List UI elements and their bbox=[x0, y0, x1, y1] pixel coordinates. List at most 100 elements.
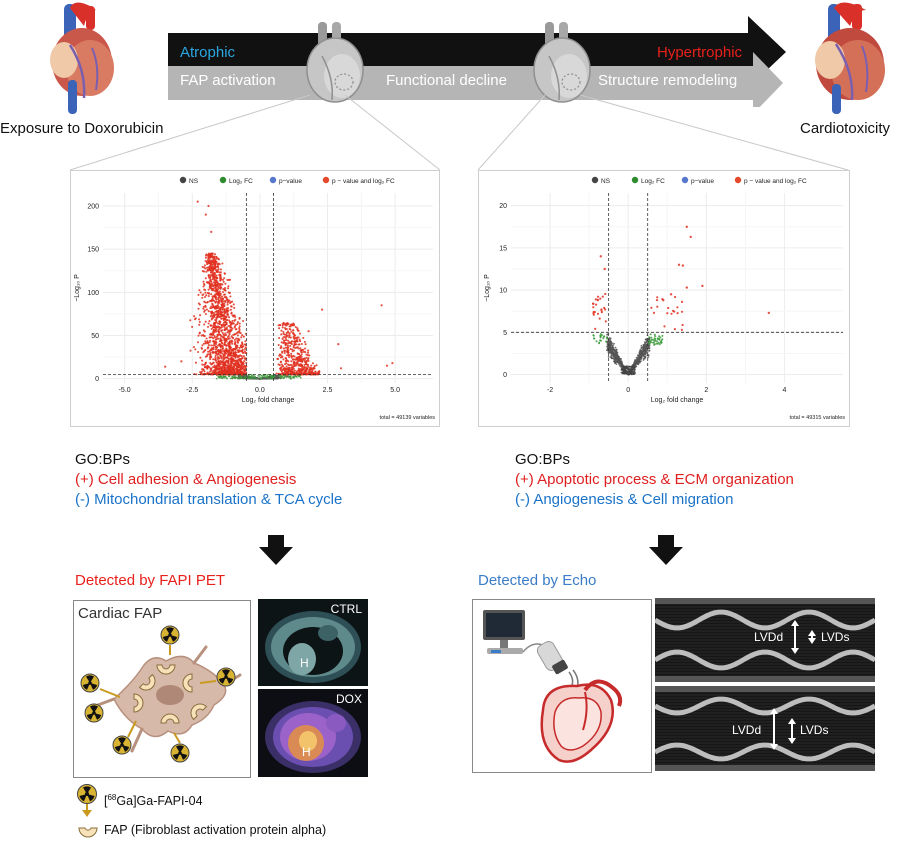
legend-label: NS bbox=[601, 178, 611, 185]
data-point bbox=[213, 341, 216, 344]
data-point bbox=[606, 333, 608, 336]
data-point bbox=[213, 366, 216, 369]
data-point bbox=[243, 347, 247, 350]
data-point bbox=[216, 313, 219, 316]
data-point bbox=[210, 293, 213, 296]
data-point bbox=[238, 325, 241, 328]
pet-image-dox: DOX H bbox=[258, 689, 368, 777]
data-point bbox=[225, 369, 228, 372]
data-point bbox=[210, 324, 213, 327]
data-point bbox=[232, 351, 235, 354]
data-point bbox=[204, 267, 207, 270]
echo-label-lvds: LVDs bbox=[821, 630, 850, 644]
data-point bbox=[210, 369, 213, 372]
data-point bbox=[295, 376, 298, 378]
data-point bbox=[284, 367, 287, 370]
data-point bbox=[205, 270, 208, 273]
data-point bbox=[287, 360, 290, 363]
go-terms-right: GO:BPs (+) Apoptotic process & ECM organ… bbox=[515, 450, 794, 510]
data-point bbox=[609, 339, 612, 342]
data-point bbox=[219, 283, 222, 286]
data-point bbox=[663, 325, 666, 328]
data-point bbox=[211, 263, 214, 266]
data-point bbox=[650, 306, 653, 309]
data-point bbox=[305, 366, 308, 369]
data-point bbox=[243, 364, 246, 367]
data-point bbox=[236, 341, 240, 344]
data-point bbox=[615, 348, 618, 351]
data-point bbox=[658, 338, 661, 341]
data-point bbox=[218, 323, 221, 326]
data-point bbox=[209, 264, 212, 267]
data-point bbox=[220, 356, 223, 359]
data-point bbox=[225, 352, 228, 355]
data-point bbox=[260, 377, 263, 380]
data-point bbox=[305, 363, 308, 366]
data-point bbox=[305, 353, 308, 356]
data-point bbox=[217, 371, 220, 374]
data-point bbox=[191, 325, 194, 328]
data-point bbox=[227, 342, 230, 345]
data-point bbox=[209, 336, 212, 339]
data-point bbox=[213, 256, 216, 259]
data-point bbox=[605, 336, 608, 339]
data-point bbox=[647, 356, 649, 359]
data-point bbox=[223, 272, 226, 275]
data-point bbox=[311, 362, 314, 365]
data-point bbox=[208, 276, 211, 279]
data-point bbox=[235, 337, 238, 340]
data-point bbox=[211, 272, 215, 275]
data-point bbox=[300, 342, 303, 346]
data-point bbox=[279, 361, 282, 364]
detected-by-echo-title: Detected by Echo bbox=[478, 572, 597, 589]
data-point bbox=[212, 287, 215, 290]
data-point bbox=[220, 324, 224, 327]
data-point bbox=[212, 324, 215, 327]
data-point bbox=[211, 261, 214, 264]
data-point bbox=[223, 342, 226, 345]
data-point bbox=[225, 359, 228, 362]
data-point bbox=[226, 278, 229, 281]
data-point bbox=[303, 340, 306, 343]
data-point bbox=[634, 372, 636, 375]
data-point bbox=[204, 291, 207, 294]
data-point bbox=[219, 313, 222, 316]
data-point bbox=[287, 339, 290, 342]
legend-label: Log₂ FC bbox=[229, 178, 253, 185]
data-point bbox=[238, 355, 241, 358]
data-point bbox=[287, 363, 290, 366]
data-point bbox=[313, 365, 316, 368]
data-point bbox=[212, 311, 215, 315]
data-point bbox=[233, 347, 236, 351]
data-point bbox=[623, 372, 626, 375]
data-point bbox=[212, 285, 215, 288]
data-point bbox=[676, 306, 679, 309]
data-point bbox=[197, 307, 200, 310]
data-point bbox=[222, 355, 225, 358]
data-point bbox=[204, 341, 207, 344]
data-point bbox=[206, 269, 210, 272]
data-point bbox=[220, 295, 224, 298]
data-point bbox=[615, 357, 618, 360]
data-point bbox=[282, 336, 285, 339]
data-point bbox=[204, 361, 208, 364]
data-point bbox=[235, 328, 238, 331]
data-point bbox=[228, 319, 231, 322]
heart-gray-icon bbox=[527, 20, 597, 111]
data-point bbox=[223, 277, 226, 280]
data-point bbox=[237, 358, 240, 361]
data-point bbox=[226, 319, 229, 322]
data-point bbox=[230, 305, 233, 308]
data-point bbox=[644, 338, 647, 341]
x-tick-label: -2 bbox=[547, 387, 553, 394]
data-point bbox=[216, 263, 219, 266]
y-tick-label: 15 bbox=[499, 245, 507, 252]
data-point bbox=[299, 349, 302, 352]
data-point bbox=[203, 323, 206, 326]
data-point bbox=[228, 349, 231, 352]
data-point bbox=[596, 312, 600, 315]
data-point bbox=[219, 354, 222, 357]
data-point bbox=[207, 350, 210, 353]
data-point bbox=[225, 364, 228, 367]
data-point bbox=[269, 377, 272, 380]
